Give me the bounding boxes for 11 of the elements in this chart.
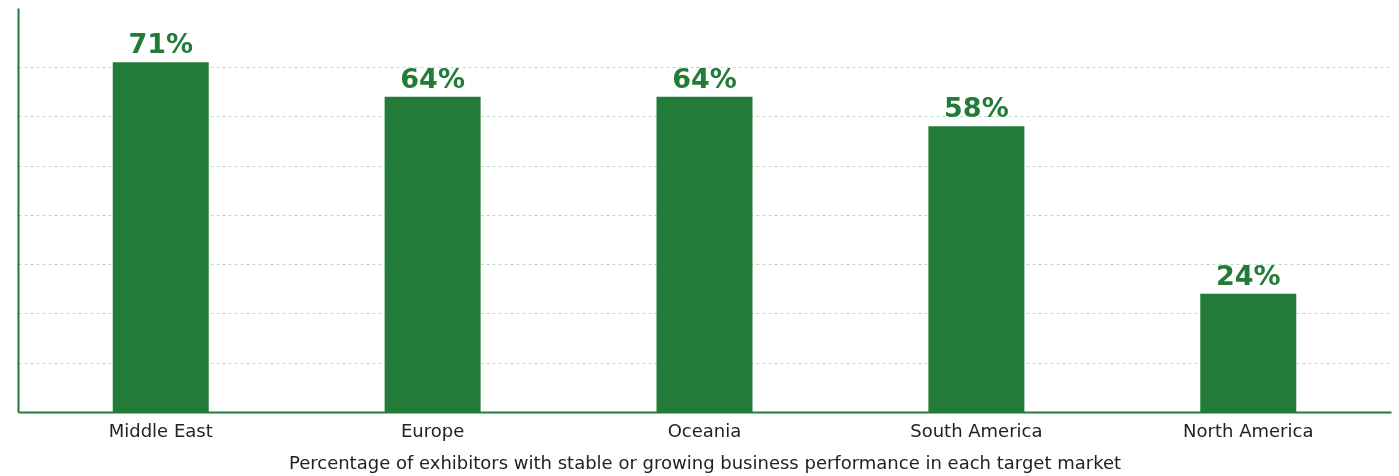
- data-label: 64%: [400, 62, 465, 94]
- x-tick-label: Europe: [400, 419, 465, 441]
- x-tick-label: Oceania: [667, 419, 742, 441]
- data-label: 64%: [672, 62, 737, 94]
- data-label: 24%: [1215, 259, 1281, 291]
- x-tick-label: North America: [1183, 419, 1314, 441]
- data-label: 58%: [944, 92, 1009, 124]
- x-tick-label: Middle East: [108, 419, 213, 441]
- x-tick-label: South America: [910, 419, 1043, 441]
- x-axis-title: Percentage of exhibitors with stable or growing business performance in each target market: [288, 451, 1122, 473]
- data-label: 71%: [128, 28, 194, 60]
